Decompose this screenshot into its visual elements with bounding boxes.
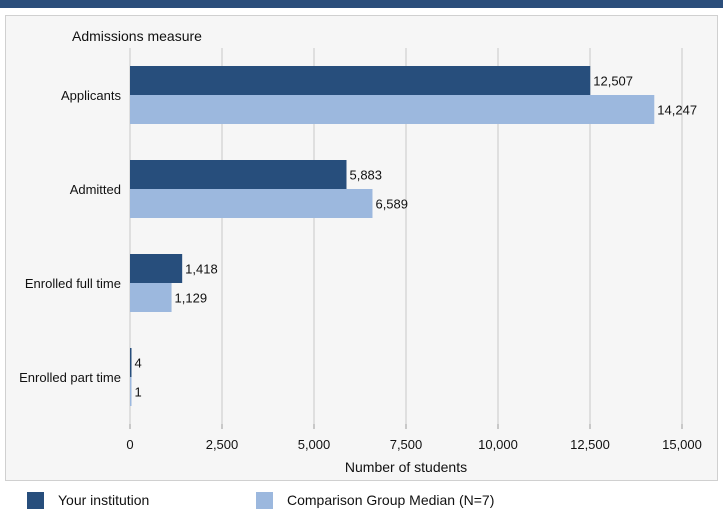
y-axis-title: Admissions measure — [72, 28, 202, 44]
bar-your-institution — [130, 254, 183, 283]
category-label: Applicants — [61, 88, 121, 103]
legend-label-comparison: Comparison Group Median (N=7) — [287, 492, 495, 508]
x-tick-label: 10,000 — [478, 437, 518, 452]
x-tick-label: 0 — [126, 437, 133, 452]
data-label: 14,247 — [657, 103, 697, 118]
x-tick-label: 7,500 — [390, 437, 423, 452]
data-labels: 12,507 14,247 5,883 6,589 1,418 1,129 4 1 — [135, 74, 698, 400]
bar-your-institution — [130, 66, 591, 95]
x-tick-labels: 0 2,500 5,000 7,500 10,000 12,500 15,000 — [126, 437, 702, 452]
legend-item-comparison: Comparison Group Median (N=7) — [256, 488, 494, 512]
x-tick-label: 15,000 — [662, 437, 702, 452]
data-label: 4 — [135, 356, 142, 371]
bar-comparison-median — [130, 377, 132, 406]
legend-label-your-institution: Your institution — [58, 492, 150, 508]
x-axis-title: Number of students — [345, 459, 467, 475]
data-label: 1,129 — [175, 291, 208, 306]
x-tick-label: 12,500 — [570, 437, 610, 452]
x-tick-label: 2,500 — [206, 437, 239, 452]
legend-item-your-institution: Your institution — [27, 488, 149, 512]
data-label: 1,418 — [185, 262, 218, 277]
legend-swatch-comparison — [256, 491, 273, 509]
category-label: Enrolled part time — [19, 370, 121, 385]
data-label: 6,589 — [375, 197, 408, 212]
data-label: 12,507 — [593, 74, 633, 89]
data-label: 1 — [135, 385, 142, 400]
legend-swatch-your-institution — [27, 491, 44, 509]
bar-comparison-median — [130, 189, 373, 218]
bar-chart: Admissions measure 12,507 14,247 5,883 6,58… — [19, 28, 702, 475]
bar-comparison-median — [130, 95, 655, 124]
data-label: 5,883 — [349, 168, 382, 183]
top-accent-bar — [0, 0, 723, 8]
bar-your-institution — [130, 160, 347, 189]
category-label: Enrolled full time — [25, 276, 121, 291]
category-label: Admitted — [70, 182, 121, 197]
bar-your-institution — [130, 348, 132, 377]
category-labels: Applicants Admitted Enrolled full time Enro… — [19, 88, 121, 385]
bars — [130, 66, 655, 406]
bar-comparison-median — [130, 283, 172, 312]
x-tick-label: 5,000 — [298, 437, 331, 452]
